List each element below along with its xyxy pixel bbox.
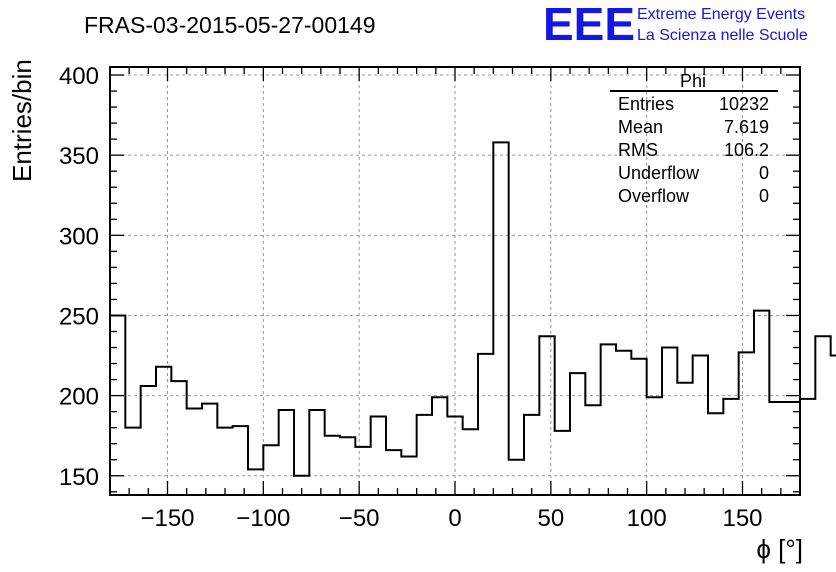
x-tick-label: −100 <box>236 505 290 532</box>
histogram-bin <box>217 428 232 495</box>
stats-label-overflow: Overflow <box>618 186 690 206</box>
x-tick-label: 100 <box>627 505 667 532</box>
x-tick-label: 50 <box>537 505 564 532</box>
y-tick-label: 250 <box>59 303 99 330</box>
y-tick-labels: 150 200 250 300 350 400 <box>59 63 99 491</box>
stats-value-rms: 106.2 <box>724 140 769 160</box>
y-axis-label: Entries/bin <box>7 59 37 182</box>
logo-line-2: La Scienza nelle Scuole <box>637 27 808 44</box>
histogram-bin <box>340 437 355 495</box>
eee-logo-letters: EEE <box>543 0 635 50</box>
stats-label-underflow: Underflow <box>618 163 700 183</box>
y-tick-label: 300 <box>59 223 99 250</box>
histogram-bin <box>432 397 447 495</box>
histogram-bin <box>601 344 616 495</box>
stats-box: Phi Entries 10232 Mean 7.619 RMS 106.2 U… <box>610 71 778 206</box>
x-tick-label: −150 <box>140 505 194 532</box>
histogram-bin <box>754 311 769 495</box>
histogram-bin <box>463 429 478 495</box>
histogram-bin <box>555 431 570 495</box>
histogram-bin <box>524 415 539 495</box>
histogram-bin <box>401 457 416 495</box>
stats-title: Phi <box>680 71 706 91</box>
histogram-bin <box>279 410 294 495</box>
stats-value-mean: 7.619 <box>724 117 769 137</box>
histogram-bin <box>693 356 708 495</box>
histogram-bin <box>509 460 524 495</box>
axis-ticks <box>110 67 800 495</box>
histogram-bin <box>723 399 738 495</box>
x-tick-label: −50 <box>339 505 380 532</box>
histogram-bin <box>386 450 401 495</box>
histogram-bin <box>739 352 754 495</box>
histogram-bin <box>355 447 370 495</box>
histogram-bin <box>156 367 171 495</box>
x-tick-label: 150 <box>722 505 762 532</box>
histogram-bin <box>800 399 815 495</box>
histogram-bin <box>417 415 432 495</box>
logo-line-1: Extreme Energy Events <box>637 6 805 23</box>
histogram-bin <box>831 356 836 495</box>
histogram-outline <box>109 141 836 495</box>
x-tick-labels: −150 −100 −50 0 50 100 150 <box>140 505 762 532</box>
histogram-bin <box>263 445 278 495</box>
x-axis-label: ϕ [°] <box>756 534 803 564</box>
histogram-bin <box>616 351 631 495</box>
histogram-bin <box>171 381 186 495</box>
run-title: FRAS-03-2015-05-27-00149 <box>84 12 376 38</box>
histogram-bin <box>647 397 662 495</box>
histogram-bin <box>141 386 156 495</box>
histogram-bin <box>493 142 508 495</box>
histogram-bin <box>662 348 677 495</box>
histogram-bin <box>769 402 784 495</box>
histogram-bin <box>631 359 646 495</box>
y-tick-label: 350 <box>59 143 99 170</box>
histogram-bin <box>248 469 263 495</box>
stats-label-rms: RMS <box>618 140 658 160</box>
stats-value-entries: 10232 <box>719 94 769 114</box>
histogram-bin <box>110 315 125 495</box>
histogram-bin <box>202 404 217 495</box>
histogram-bin <box>478 354 493 495</box>
y-tick-label: 200 <box>59 384 99 411</box>
histogram-bin <box>325 436 340 495</box>
stats-label-mean: Mean <box>618 117 663 137</box>
histogram-bin <box>815 336 830 495</box>
y-tick-label: 150 <box>59 464 99 491</box>
histogram-bin <box>585 405 600 495</box>
histogram-bin <box>233 426 248 495</box>
stats-label-entries: Entries <box>618 94 674 114</box>
histogram-bin <box>570 373 585 495</box>
histogram-bin <box>187 408 202 495</box>
histogram-bin <box>309 410 324 495</box>
histogram-bin <box>125 428 140 495</box>
histogram-bin <box>708 413 723 495</box>
x-tick-label: 0 <box>448 505 461 532</box>
histogram-bin <box>539 336 554 495</box>
y-tick-label: 400 <box>59 63 99 90</box>
histogram-bin <box>785 402 800 495</box>
histogram-bin <box>677 383 692 495</box>
histogram-bin <box>371 416 386 495</box>
stats-value-overflow: 0 <box>759 186 769 206</box>
histogram-series <box>109 141 836 495</box>
stats-value-underflow: 0 <box>759 163 769 183</box>
